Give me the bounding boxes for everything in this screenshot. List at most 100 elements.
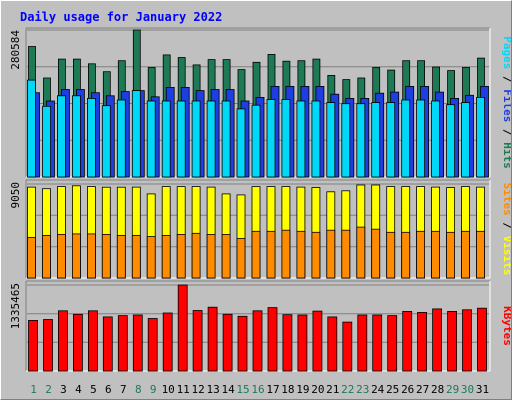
- bar-sites-day-27: [416, 230, 426, 279]
- bar-kbytes-day-21: [327, 316, 338, 372]
- bar-pages-day-31: [476, 97, 485, 178]
- bar-kbytes-day-17: [267, 307, 278, 372]
- legend-separator: /: [501, 69, 511, 89]
- x-tick-label: 19: [296, 383, 309, 396]
- bar-sites-day-19: [296, 230, 306, 279]
- bar-pages-day-8: [131, 90, 141, 178]
- x-tick-label: 17: [266, 383, 279, 396]
- bar-kbytes-day-25: [387, 315, 398, 372]
- bar-pages-day-9: [146, 100, 156, 178]
- bar-kbytes-day-2: [43, 319, 53, 372]
- bar-pages-day-13: [206, 100, 216, 178]
- x-tick-label: 26: [401, 383, 414, 396]
- x-tick-label: 25: [386, 383, 399, 396]
- bar-sites-day-21: [326, 229, 336, 279]
- bar-pages-day-27: [416, 99, 426, 178]
- bar-kbytes-day-10: [162, 312, 173, 372]
- bar-sites-day-31: [476, 230, 485, 279]
- bar-pages-day-19: [296, 100, 306, 178]
- legend-separator: /: [501, 216, 511, 236]
- bar-sites-day-8: [131, 234, 141, 279]
- bar-sites-day-25: [386, 231, 396, 279]
- bar-kbytes-day-4: [73, 313, 83, 372]
- bar-pages-day-15: [236, 108, 246, 178]
- x-tick-label: 12: [191, 383, 204, 396]
- x-tick-label: 21: [326, 383, 339, 396]
- x-tick-label: 14: [221, 383, 235, 396]
- bar-kbytes-day-20: [312, 310, 323, 372]
- bar-kbytes-day-24: [372, 314, 383, 372]
- x-tick-label: 11: [177, 383, 190, 396]
- legend-files: Files: [501, 89, 511, 122]
- bar-pages-day-18: [281, 99, 291, 178]
- bar-sites-day-2: [42, 234, 51, 279]
- panel-legend: Pages / Files / Hits: [501, 36, 511, 169]
- bar-kbytes-day-15: [237, 315, 248, 372]
- x-tick-label: 1: [30, 383, 37, 396]
- bar-sites-day-18: [281, 229, 291, 279]
- bar-kbytes-day-26: [402, 310, 413, 372]
- bar-kbytes-day-19: [297, 314, 308, 372]
- x-tick-label: 16: [251, 383, 264, 396]
- bar-kbytes-day-28: [432, 308, 443, 372]
- bar-kbytes-day-11: [177, 284, 188, 372]
- bar-sites-day-11: [176, 233, 186, 279]
- bar-sites-day-14: [221, 233, 231, 279]
- bar-pages-day-1: [27, 79, 36, 178]
- x-tick-label: 18: [281, 383, 294, 396]
- chart-title: Daily usage for January 2022: [20, 10, 222, 24]
- bar-kbytes-day-3: [58, 310, 68, 372]
- bar-kbytes-day-5: [88, 310, 98, 372]
- bar-kbytes-day-22: [342, 321, 353, 372]
- bar-sites-day-10: [161, 234, 171, 279]
- x-tick-label: 6: [105, 383, 112, 396]
- bar-sites-day-28: [431, 230, 441, 279]
- bar-sites-day-16: [251, 230, 261, 279]
- x-tick-label: 23: [356, 383, 369, 396]
- legend-kbytes: KBytes: [501, 306, 511, 346]
- bar-pages-day-12: [191, 100, 201, 178]
- y-max-label: 9050: [9, 182, 22, 209]
- bar-sites-day-12: [191, 232, 201, 279]
- x-tick-label: 31: [476, 383, 489, 396]
- bar-kbytes-day-8: [132, 314, 143, 372]
- bar-sites-day-3: [57, 233, 66, 279]
- bar-pages-day-23: [356, 103, 366, 178]
- bar-pages-day-6: [101, 105, 111, 178]
- x-tick-label: 4: [75, 383, 82, 396]
- bar-kbytes-day-31: [477, 307, 487, 372]
- bar-sites-day-26: [401, 231, 411, 279]
- legend-hits: Hits: [501, 142, 511, 169]
- panel-legend: Sites / Visits: [501, 183, 511, 276]
- bar-pages-day-26: [401, 99, 411, 178]
- x-tick-label: 29: [446, 383, 459, 396]
- bar-kbytes-day-27: [417, 311, 428, 372]
- bar-kbytes-day-18: [282, 314, 293, 372]
- bar-sites-day-29: [446, 231, 456, 279]
- bar-pages-day-5: [87, 98, 96, 178]
- bar-pages-day-28: [431, 100, 441, 178]
- bar-pages-day-2: [42, 105, 51, 178]
- y-max-label: 280584: [9, 30, 22, 70]
- panel-legend: KBytes: [501, 306, 511, 346]
- bar-sites-day-15: [236, 238, 246, 279]
- legend-pages: Pages: [501, 36, 511, 69]
- x-tick-label: 22: [341, 383, 354, 396]
- bar-sites-day-6: [101, 233, 111, 279]
- legend-visits: Visits: [501, 236, 511, 276]
- x-tick-label: 8: [135, 383, 142, 396]
- x-tick-label: 7: [120, 383, 127, 396]
- bar-pages-day-21: [326, 102, 336, 178]
- bar-kbytes-day-7: [117, 315, 128, 372]
- bar-pages-day-24: [371, 102, 381, 178]
- bar-sites-day-5: [87, 233, 96, 279]
- bar-kbytes-day-16: [252, 310, 263, 372]
- bar-pages-day-4: [72, 95, 81, 178]
- x-tick-label: 20: [311, 383, 324, 396]
- bar-sites-day-24: [371, 228, 381, 279]
- x-tick-label: 30: [461, 383, 474, 396]
- legend-separator: /: [501, 122, 511, 142]
- bar-pages-day-14: [221, 100, 231, 178]
- bar-kbytes-day-12: [192, 310, 203, 372]
- bar-sites-day-22: [341, 229, 351, 279]
